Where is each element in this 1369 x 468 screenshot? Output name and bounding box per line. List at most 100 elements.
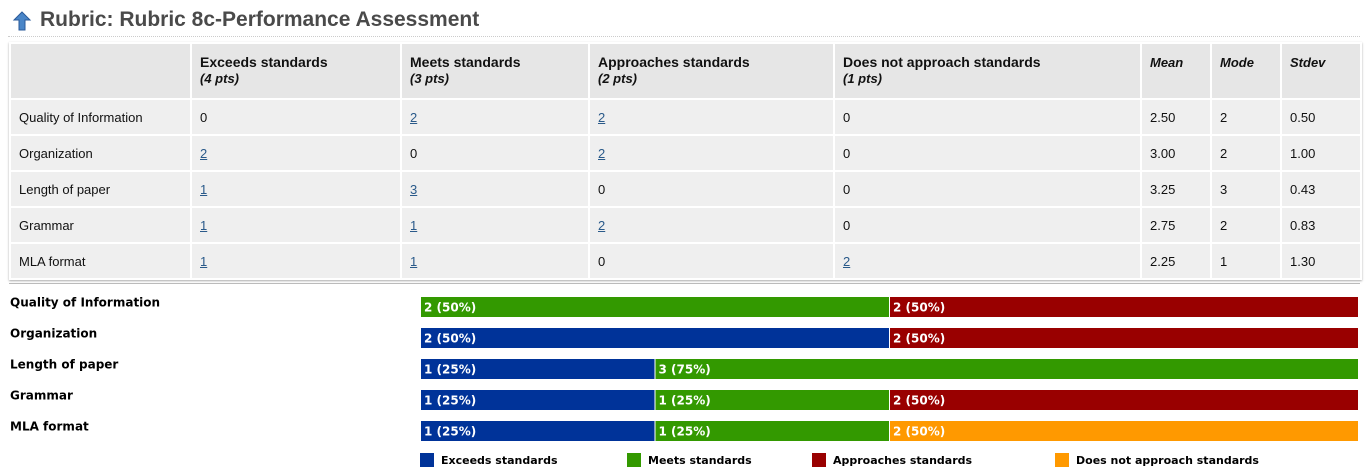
column-header: Meets standards (3 pts) [400,42,590,100]
category-label: Quality of Information [10,296,160,310]
count-cell: 3 [400,170,590,208]
count-link[interactable]: 2 [200,145,208,161]
count-cell: 0 [833,98,1142,136]
table-row: Organization 2 0 2 0 3.00 2 1.00 [9,134,1362,172]
table-row: Quality of Information 0 2 2 0 2.50 2 0.50 [9,98,1362,136]
mode-cell: 3 [1210,170,1282,208]
rubric-table: Exceeds standards (4 pts) Meets standards(… [9,42,1362,280]
value-label: 1 (25%) [659,425,711,439]
count-cell: 1 [400,206,590,244]
count-cell: 1 [400,242,590,280]
count-cell: 0 [588,242,835,280]
mode-cell: 2 [1210,98,1282,136]
count-link[interactable]: 3 [410,181,418,197]
rubric-icon [12,11,32,31]
column-points: (2 pts) [598,71,637,86]
column-name: Meets standards [410,54,521,70]
stat-name: Mode [1220,55,1254,70]
count-cell: 0 [400,134,590,172]
count-cell: 1 [190,170,402,208]
row-label: MLA format [9,242,192,280]
column-header: Exceeds standards (4 pts) [190,42,402,100]
category-label: Grammar [10,389,73,403]
stat-name: Mean [1150,55,1184,70]
count-cell: 2 [588,98,835,136]
count-link[interactable]: 1 [410,253,418,269]
row-label: Length of paper [9,170,192,208]
header-row: Exceeds standards (4 pts) Meets standards(… [9,42,1362,100]
bar-segment [890,328,1358,348]
bar-segment [421,390,655,410]
count-cell: 1 [190,242,402,280]
category-label: MLA format [10,420,89,434]
legend-swatch [420,453,434,467]
mean-cell: 2.25 [1140,242,1212,280]
page-title: Rubric: Rubric 8c-Performance Assessment [40,8,480,31]
table-row: Length of paper 1 3 0 0 3.25 3 0.43 [9,170,1362,208]
stdev-cell: 1.30 [1280,242,1362,280]
legend-swatch [1055,453,1069,467]
count-cell: 2 [400,98,590,136]
stdev-cell: 0.83 [1280,206,1362,244]
count-link[interactable]: 2 [598,145,606,161]
table-row: Grammar 1 1 2 0 2.75 2 0.83 [9,206,1362,244]
count-link[interactable]: 2 [598,109,606,125]
count-link[interactable]: 1 [200,253,208,269]
count-text: 0 [843,109,851,125]
bar-segment [421,328,889,348]
count-text: 0 [843,217,851,233]
value-label: 1 (25%) [659,394,711,408]
count-cell: 2 [588,206,835,244]
value-label: 2 (50%) [424,301,476,315]
value-label: 2 (50%) [893,425,945,439]
legend-label: Approaches standards [833,454,973,467]
stdev-cell: 0.50 [1280,98,1362,136]
bar-segment [421,359,655,379]
count-cell: 0 [833,134,1142,172]
mean-cell: 3.00 [1140,134,1212,172]
count-link[interactable]: 1 [410,217,418,233]
legend-label: Exceeds standards [441,454,558,467]
legend-swatch [627,453,641,467]
title-bar: Rubric: Rubric 8c-Performance Assessment [8,4,1360,37]
bar-segment [655,421,889,441]
value-label: 1 (25%) [424,394,476,408]
count-link[interactable]: 2 [843,253,851,269]
row-label: Quality of Information [9,98,192,136]
legend-swatch [812,453,826,467]
stat-header: Stdev [1280,42,1362,100]
count-link[interactable]: 1 [200,217,208,233]
value-label: 2 (50%) [424,332,476,346]
count-cell: 1 [190,206,402,244]
count-cell: 0 [588,170,835,208]
column-points: (1 pts) [843,71,882,86]
bar-segment [421,421,655,441]
count-text: 0 [598,253,606,269]
value-label: 2 (50%) [893,394,945,408]
count-link[interactable]: 1 [200,181,208,197]
mean-cell: 3.25 [1140,170,1212,208]
table-row: MLA format 1 1 0 2 2.25 1 1.30 [9,242,1362,280]
count-cell: 0 [190,98,402,136]
column-name: Does not approach standards [843,54,1041,70]
mode-cell: 2 [1210,206,1282,244]
column-header: Does not approach standards (1 pts) [833,42,1142,100]
column-name: Approaches standards [598,54,750,70]
bar-segment [655,359,1358,379]
stat-name: Stdev [1290,55,1326,70]
count-link[interactable]: 2 [410,109,418,125]
legend-label: Meets standards [648,454,752,467]
count-text: 0 [598,181,606,197]
category-label: Organization [10,327,97,341]
count-cell: 0 [833,170,1142,208]
value-label: 3 (75%) [659,363,711,377]
bar-segment [655,390,889,410]
stat-header: Mode [1210,42,1282,100]
count-cell: 2 [588,134,835,172]
count-link[interactable]: 2 [598,217,606,233]
stat-header: Mean [1140,42,1212,100]
mean-cell: 2.75 [1140,206,1212,244]
row-label: Organization [9,134,192,172]
count-cell: 0 [833,206,1142,244]
